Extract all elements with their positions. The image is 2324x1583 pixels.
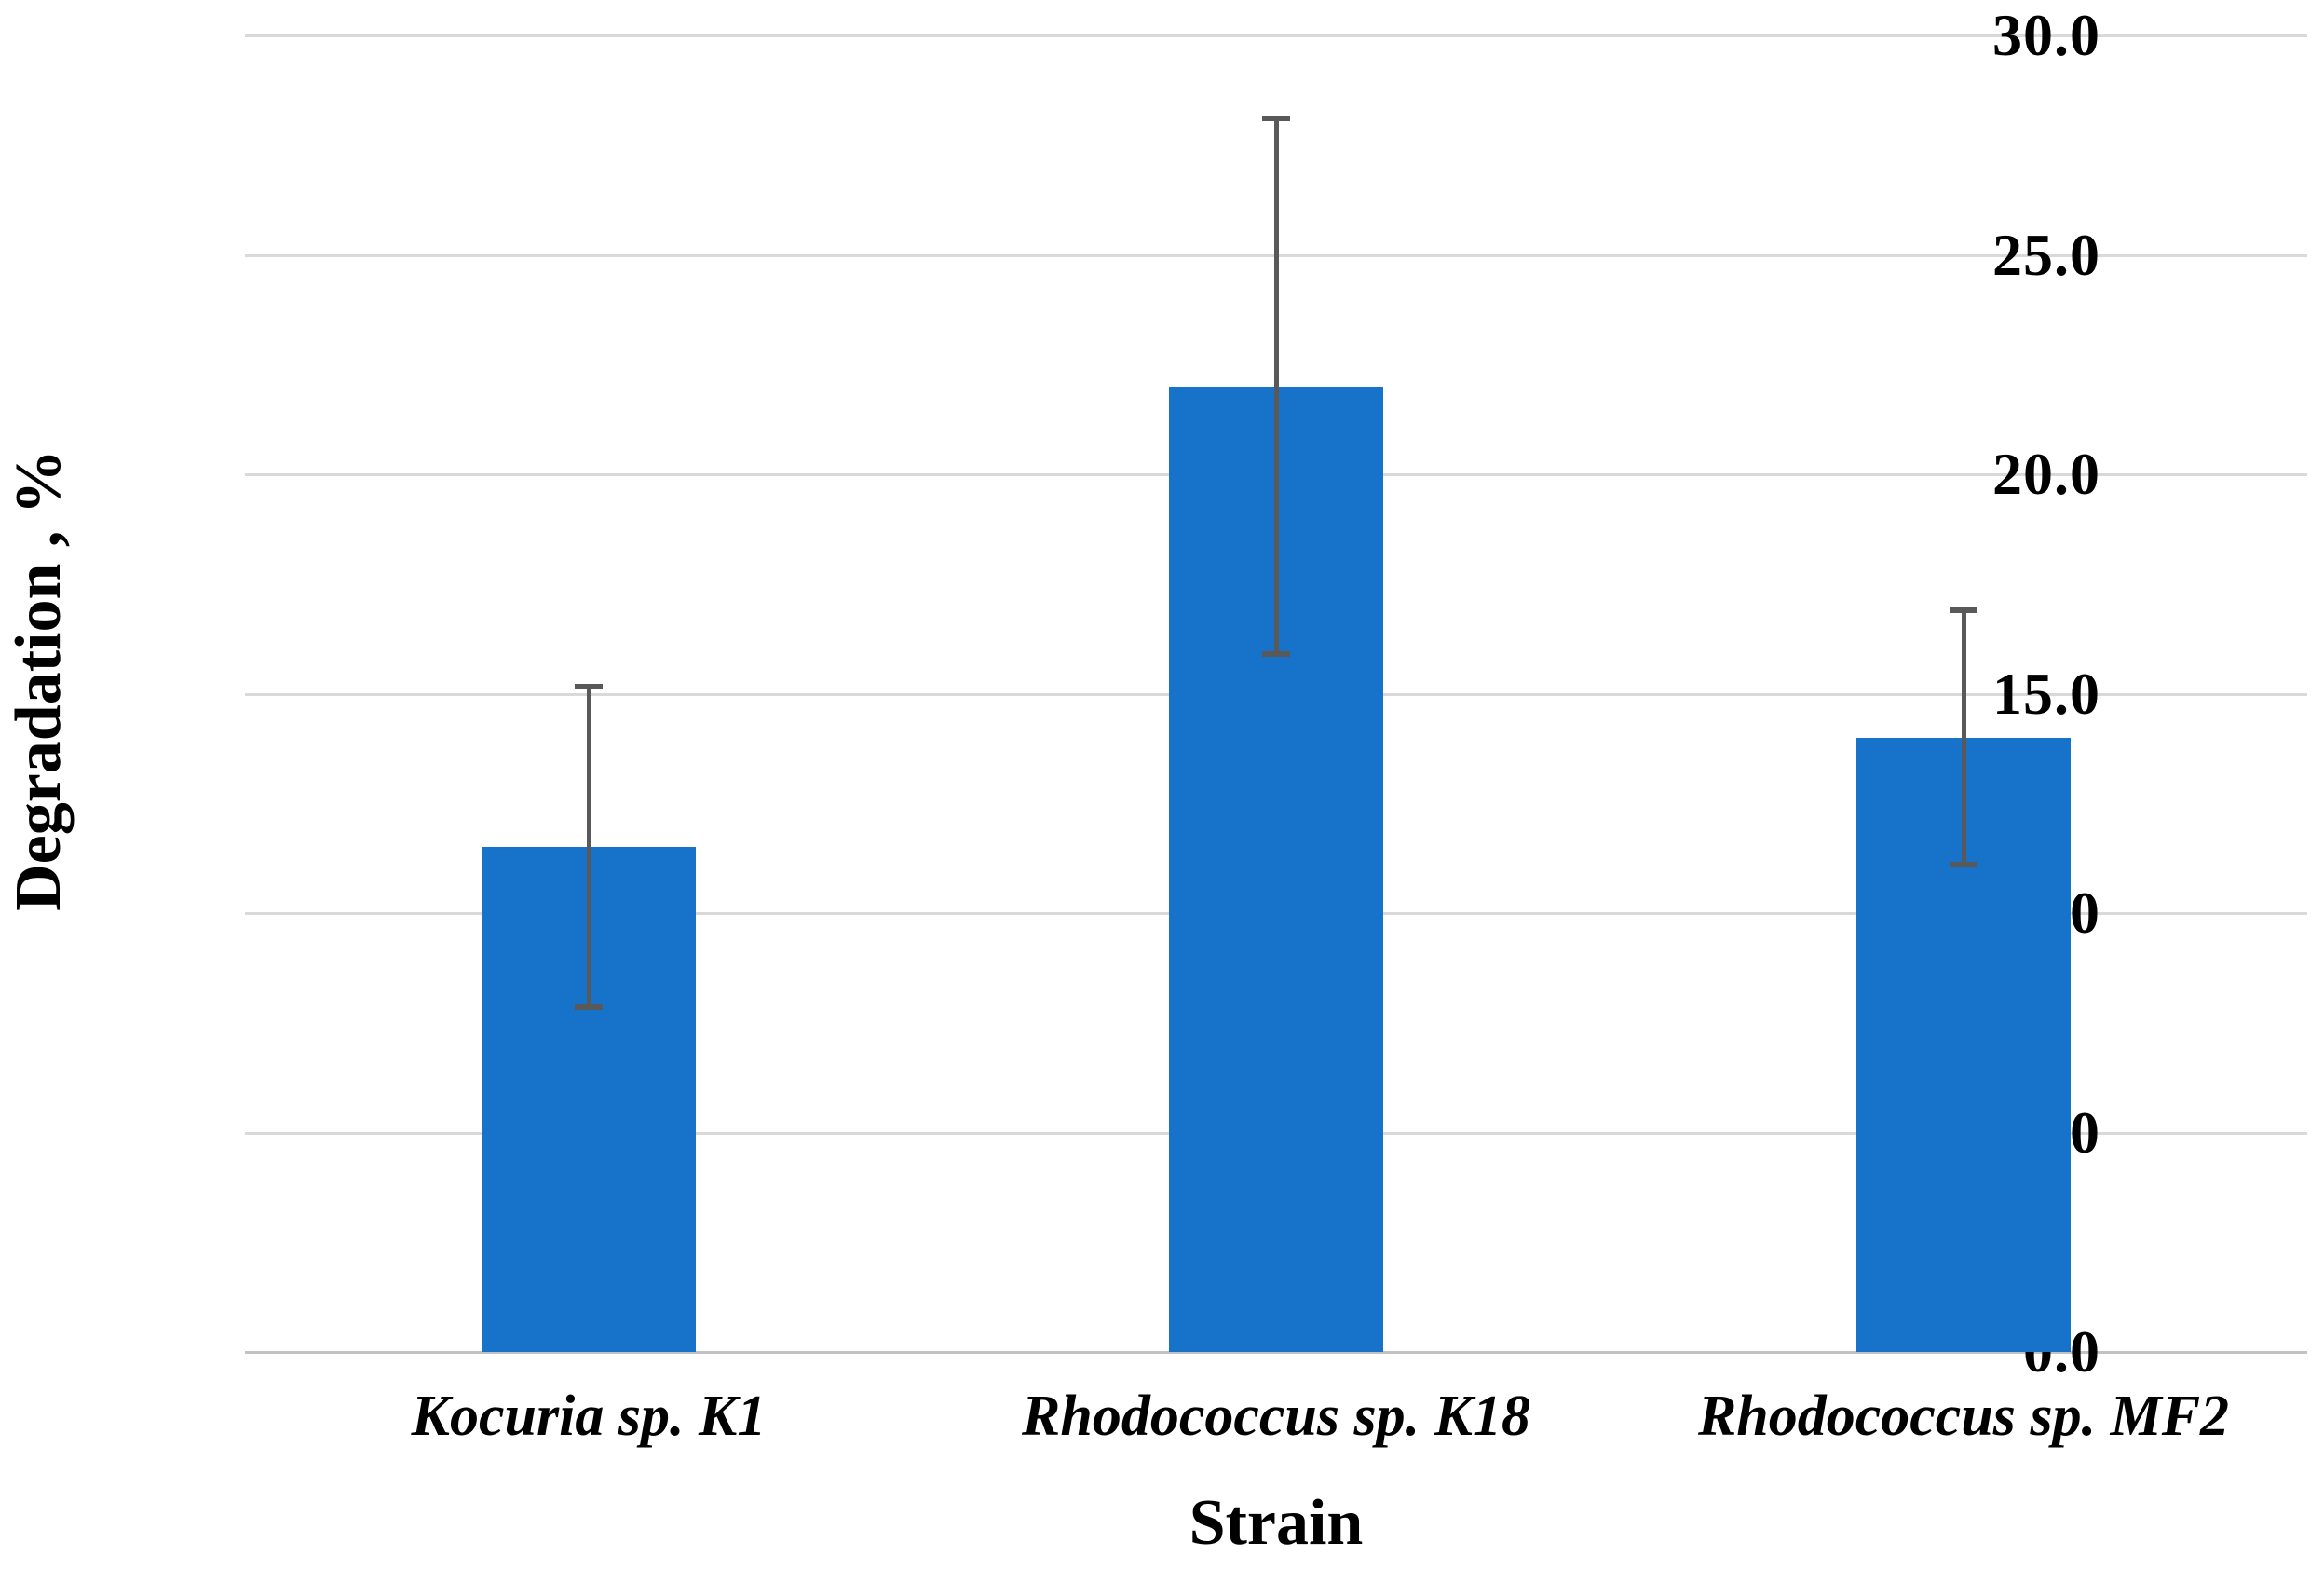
- y-tick-label: 20.0: [1992, 441, 2100, 507]
- error-bar: [1961, 610, 1966, 866]
- error-bar-cap-top: [1950, 607, 1977, 613]
- x-category-label: Kocuria sp. K1: [411, 1385, 767, 1448]
- x-axis-line: [245, 1351, 2307, 1354]
- y-axis-title: Degradation , %: [3, 449, 75, 911]
- y-tick-label: 30.0: [1992, 2, 2100, 68]
- error-bar: [1273, 118, 1279, 655]
- y-tick-label: 25.0: [1992, 221, 2100, 288]
- gridline: [245, 34, 2307, 37]
- error-bar-cap-top: [1262, 116, 1290, 122]
- error-bar-cap-bottom: [575, 1004, 603, 1011]
- y-tick-label: 15.0: [1992, 660, 2100, 727]
- x-category-label: Rhodococcus sp. K18: [1022, 1385, 1530, 1448]
- x-axis-title: Strain: [1189, 1487, 1364, 1559]
- error-bar: [586, 687, 591, 1008]
- error-bar-cap-bottom: [1262, 651, 1290, 658]
- error-bar-cap-top: [575, 684, 603, 690]
- error-bar-cap-bottom: [1950, 862, 1977, 868]
- x-category-label: Rhodococcus sp. MF2: [1697, 1385, 2230, 1448]
